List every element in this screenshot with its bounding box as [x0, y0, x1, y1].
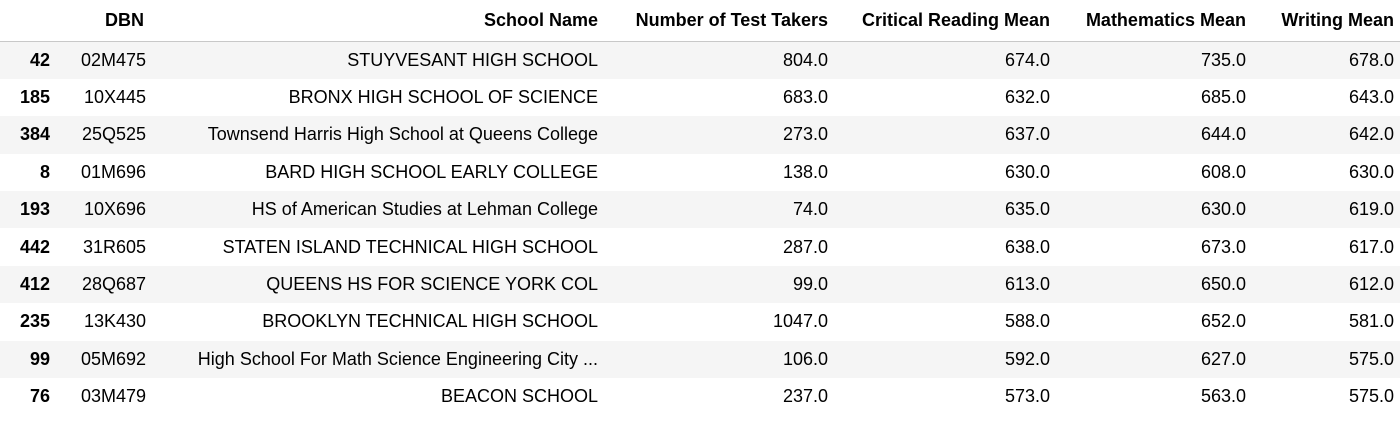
row-index: 235: [19, 311, 50, 332]
cell-writing-mean: 581.0: [1348, 311, 1394, 332]
cell-math-mean: 650.0: [1200, 274, 1246, 295]
cell-writing-mean: 617.0: [1348, 236, 1394, 257]
cell-dbn: 05M692: [80, 348, 146, 369]
table-row: 442 31R605 STATEN ISLAND TECHNICAL HIGH SC…: [0, 228, 1400, 266]
row-index: 42: [29, 49, 50, 70]
table-row: 185 10X445 BRONX HIGH SCHOOL OF SCIENCE 683…: [0, 78, 1400, 117]
cell-test-takers: 273.0: [782, 124, 828, 145]
cell-dbn: 01M696: [80, 161, 146, 182]
cell-writing-mean: 643.0: [1348, 87, 1394, 108]
cell-school-name: STATEN ISLAND TECHNICAL HIGH SCHOOL: [222, 236, 598, 257]
cell-test-takers: 683.0: [782, 87, 828, 108]
table-row: 8 01M696 BARD HIGH SCHOOL EARLY COLLEGE 138…: [0, 153, 1400, 192]
cell-dbn: 31R605: [82, 236, 146, 257]
header-dbn: DBN: [56, 0, 150, 42]
cell-school-name: BRONX HIGH SCHOOL OF SCIENCE: [288, 87, 598, 108]
cell-reading-mean: 674.0: [1004, 49, 1050, 70]
cell-writing-mean: 678.0: [1348, 49, 1394, 70]
cell-test-takers: 106.0: [782, 348, 828, 369]
cell-math-mean: 608.0: [1200, 161, 1246, 182]
cell-school-name: Townsend Harris High School at Queens Co…: [207, 124, 598, 145]
cell-school-name: BROOKLYN TECHNICAL HIGH SCHOOL: [262, 311, 598, 332]
row-index: 76: [29, 386, 50, 407]
cell-reading-mean: 592.0: [1004, 348, 1050, 369]
header-writing-mean: Writing Mean: [1252, 0, 1400, 42]
cell-reading-mean: 632.0: [1004, 87, 1050, 108]
cell-writing-mean: 630.0: [1348, 161, 1394, 182]
row-index: 442: [19, 236, 50, 257]
cell-reading-mean: 573.0: [1004, 386, 1050, 407]
table-row: 235 13K430 BROOKLYN TECHNICAL HIGH SCHOOL 1…: [0, 303, 1400, 341]
table-row: 42 02M475 STUYVESANT HIGH SCHOOL 804.0 674.0…: [0, 41, 1400, 79]
table-row: 412 28Q687 QUEENS HS FOR SCIENCE YORK COL 9…: [0, 265, 1400, 304]
cell-reading-mean: 635.0: [1004, 199, 1050, 220]
header-school-name: School Name: [150, 0, 604, 42]
cell-school-name: HS of American Studies at Lehman College: [251, 199, 598, 220]
cell-writing-mean: 642.0: [1348, 124, 1394, 145]
header-test-takers: Number of Test Takers: [604, 0, 834, 42]
row-index: 412: [19, 274, 50, 295]
cell-dbn: 02M475: [80, 49, 146, 70]
header-index: [0, 0, 56, 42]
cell-math-mean: 685.0: [1200, 87, 1246, 108]
cell-school-name: BARD HIGH SCHOOL EARLY COLLEGE: [265, 161, 598, 182]
cell-math-mean: 630.0: [1200, 199, 1246, 220]
cell-math-mean: 673.0: [1200, 236, 1246, 257]
cell-dbn: 25Q525: [81, 124, 146, 145]
cell-writing-mean: 619.0: [1348, 199, 1394, 220]
cell-test-takers: 74.0: [792, 199, 828, 220]
cell-writing-mean: 575.0: [1348, 348, 1394, 369]
cell-test-takers: 804.0: [782, 49, 828, 70]
cell-dbn: 10X696: [83, 199, 146, 220]
cell-math-mean: 627.0: [1200, 348, 1246, 369]
cell-test-takers: 1047.0: [772, 311, 828, 332]
table-row: 76 03M479 BEACON SCHOOL 237.0 573.0 563.0 575.…: [0, 378, 1400, 416]
row-index: 384: [19, 124, 50, 145]
cell-school-name: QUEENS HS FOR SCIENCE YORK COL: [266, 274, 598, 295]
table-row: 99 05M692 High School For Math Science Eng…: [0, 340, 1400, 379]
cell-dbn: 10X445: [83, 87, 146, 108]
cell-math-mean: 563.0: [1200, 386, 1246, 407]
cell-school-name: High School For Math Science Engineering…: [197, 348, 598, 369]
cell-test-takers: 99.0: [792, 274, 828, 295]
cell-dbn: 28Q687: [81, 274, 146, 295]
row-index: 99: [29, 348, 50, 369]
header-reading-mean: Critical Reading Mean: [834, 0, 1056, 42]
cell-math-mean: 644.0: [1200, 124, 1246, 145]
table-row: 193 10X696 HS of American Studies at Lehma…: [0, 191, 1400, 229]
cell-reading-mean: 638.0: [1004, 236, 1050, 257]
header-math-mean: Mathematics Mean: [1056, 0, 1252, 42]
cell-math-mean: 735.0: [1200, 49, 1246, 70]
cell-test-takers: 138.0: [782, 161, 828, 182]
cell-writing-mean: 612.0: [1348, 274, 1394, 295]
row-index: 193: [19, 199, 50, 220]
row-index: 8: [39, 161, 50, 182]
cell-reading-mean: 637.0: [1004, 124, 1050, 145]
cell-school-name: BEACON SCHOOL: [440, 386, 598, 407]
cell-reading-mean: 588.0: [1004, 311, 1050, 332]
cell-dbn: 03M479: [80, 386, 146, 407]
cell-school-name: STUYVESANT HIGH SCHOOL: [347, 49, 598, 70]
row-index: 185: [19, 87, 50, 108]
cell-writing-mean: 575.0: [1348, 386, 1394, 407]
table-row: 384 25Q525 Townsend Harris High School at …: [0, 116, 1400, 154]
cell-math-mean: 652.0: [1200, 311, 1246, 332]
header-row: DBN School Name Number of Test Takers Cr…: [0, 0, 1400, 42]
cell-test-takers: 237.0: [782, 386, 828, 407]
cell-reading-mean: 613.0: [1004, 274, 1050, 295]
cell-reading-mean: 630.0: [1004, 161, 1050, 182]
cell-test-takers: 287.0: [782, 236, 828, 257]
cell-dbn: 13K430: [83, 311, 146, 332]
